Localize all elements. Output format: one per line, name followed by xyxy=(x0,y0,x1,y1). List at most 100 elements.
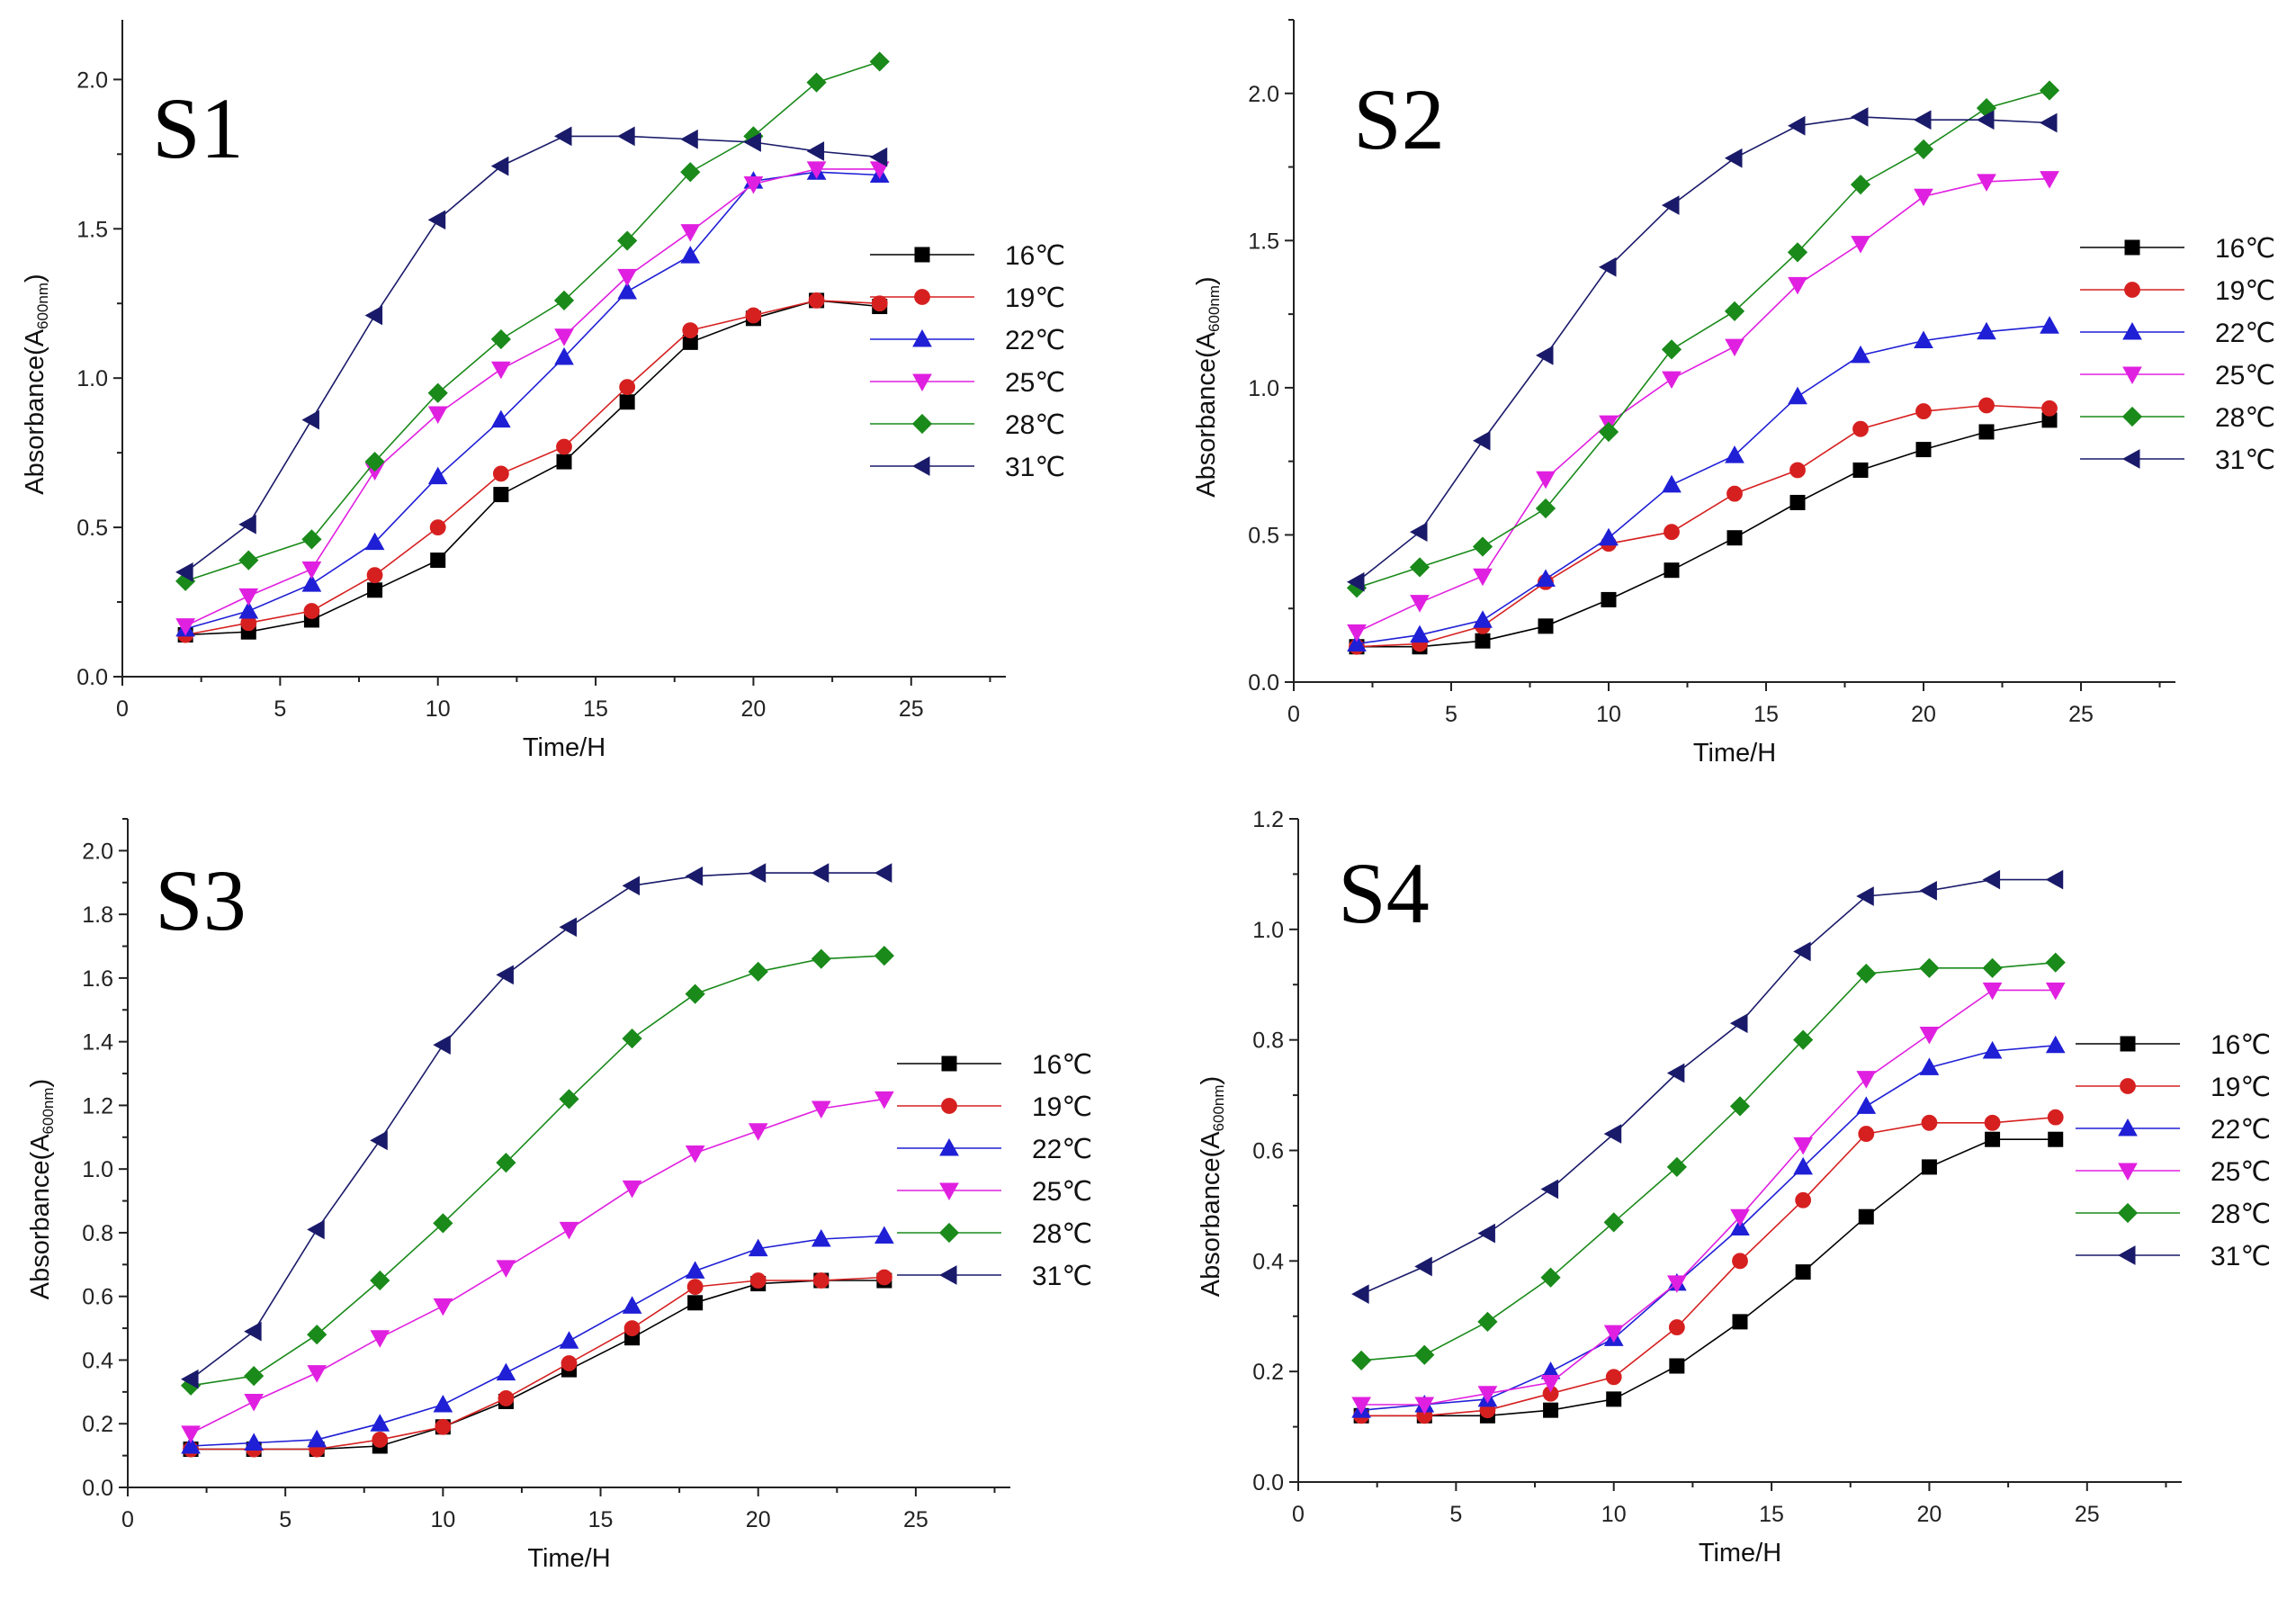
data-point xyxy=(680,129,698,149)
series-line xyxy=(190,955,884,1387)
data-point xyxy=(1856,886,1874,906)
y-tick-label: 1.0 xyxy=(76,366,108,391)
data-point xyxy=(1664,524,1680,541)
legend-marker xyxy=(912,373,932,392)
y-tick-label: 1.2 xyxy=(1252,807,1284,832)
series-19c xyxy=(1353,1109,2064,1424)
series-22c xyxy=(175,162,890,637)
legend-marker xyxy=(2122,366,2142,385)
data-point xyxy=(1850,175,1871,195)
x-tick-label: 25 xyxy=(899,696,924,722)
data-point xyxy=(556,454,572,470)
data-point xyxy=(433,1035,451,1056)
data-point xyxy=(622,1029,642,1049)
legend-marker xyxy=(2121,406,2143,427)
data-point xyxy=(429,519,446,535)
series-line xyxy=(1361,989,2056,1406)
y-tick-label: 0.4 xyxy=(1252,1249,1284,1274)
data-point xyxy=(1477,1223,1495,1244)
legend-marker xyxy=(938,1265,957,1285)
data-point xyxy=(496,1362,516,1381)
series-16c xyxy=(183,1272,892,1458)
data-point xyxy=(2045,1035,2066,1054)
legend: 16℃ 19℃ 22℃ 25℃ 28℃ 31℃ xyxy=(2080,234,2275,475)
data-point xyxy=(680,224,701,242)
legend-entry: 28℃ xyxy=(2215,403,2275,433)
data-point xyxy=(427,210,446,230)
data-point xyxy=(1984,1114,2001,1131)
data-point xyxy=(1919,1057,1940,1075)
data-point xyxy=(1919,1027,1940,1045)
data-point xyxy=(806,141,825,161)
data-point xyxy=(492,465,509,482)
data-point xyxy=(1410,595,1430,613)
data-point xyxy=(181,1425,201,1443)
series-19c xyxy=(183,1269,892,1458)
x-tick-label: 5 xyxy=(1445,702,1457,727)
data-point xyxy=(1793,941,1811,962)
data-point xyxy=(1603,1325,1624,1343)
data-point xyxy=(1858,1126,1875,1142)
data-point xyxy=(743,176,764,194)
x-tick-label: 15 xyxy=(1759,1502,1784,1527)
data-point xyxy=(1536,471,1556,490)
y-tick-label: 0.0 xyxy=(1248,670,1279,696)
data-point xyxy=(1473,568,1493,587)
y-tick-label: 0.8 xyxy=(82,1221,113,1246)
data-point xyxy=(1666,1156,1687,1178)
data-point xyxy=(1787,242,1808,263)
data-point xyxy=(2039,80,2060,101)
legend-marker xyxy=(2117,1245,2136,1265)
legend-entry: 25℃ xyxy=(1032,1177,1092,1207)
data-point xyxy=(427,382,448,403)
x-tick-label: 25 xyxy=(2068,702,2094,727)
series-line xyxy=(191,1276,884,1451)
y-tick-label: 0.2 xyxy=(82,1412,113,1437)
y-axis-label: Absorbance(A600nm) xyxy=(1197,1076,1227,1297)
data-point xyxy=(685,866,704,886)
data-point xyxy=(244,1393,264,1412)
data-point xyxy=(1729,1013,1748,1034)
data-point xyxy=(1347,624,1367,642)
y-tick-label: 0.5 xyxy=(76,516,108,541)
data-point xyxy=(806,161,827,179)
x-tick-label: 10 xyxy=(430,1507,455,1532)
panel-title: S4 xyxy=(1338,845,1429,941)
data-point xyxy=(749,1272,767,1289)
data-point xyxy=(1475,633,1491,649)
series-31c xyxy=(1351,869,2064,1305)
x-tick-label: 25 xyxy=(903,1507,928,1532)
data-point xyxy=(1662,371,1682,390)
data-point xyxy=(812,1272,830,1289)
data-point xyxy=(748,1238,768,1257)
data-point xyxy=(1982,982,2003,1001)
data-point xyxy=(617,281,637,300)
data-point xyxy=(617,126,635,147)
data-point xyxy=(301,409,319,430)
chart-panel-s4: 0 5 10 15 20 25 0.0 0.2 0.4 0.6 0.8 1.0 1.2 Time/H Abs… xyxy=(1197,807,2271,1568)
data-point xyxy=(1732,1253,1748,1270)
data-point xyxy=(2045,982,2066,1001)
legend-entry: 28℃ xyxy=(1032,1219,1092,1249)
data-point xyxy=(1725,338,1744,357)
data-point xyxy=(1601,591,1617,607)
legend-entry: 19℃ xyxy=(1005,283,1065,313)
data-point xyxy=(1852,462,1869,478)
series-line xyxy=(191,1280,884,1451)
data-point xyxy=(811,1228,831,1247)
data-point xyxy=(745,307,762,324)
panel-title: S3 xyxy=(155,852,246,948)
data-point xyxy=(238,514,256,534)
series-line xyxy=(1361,1045,2056,1411)
series-line xyxy=(1356,89,2050,589)
legend-entry: 31℃ xyxy=(1032,1262,1092,1291)
data-point xyxy=(1793,1156,1813,1175)
x-tick-label: 20 xyxy=(746,1507,771,1532)
x-tick-label: 0 xyxy=(116,696,129,722)
data-point xyxy=(561,1355,578,1371)
panel-title: S1 xyxy=(152,80,243,176)
y-tick-label: 1.0 xyxy=(1252,918,1284,943)
data-point xyxy=(1535,346,1554,365)
data-point xyxy=(1977,321,1996,340)
data-point xyxy=(685,1261,705,1279)
